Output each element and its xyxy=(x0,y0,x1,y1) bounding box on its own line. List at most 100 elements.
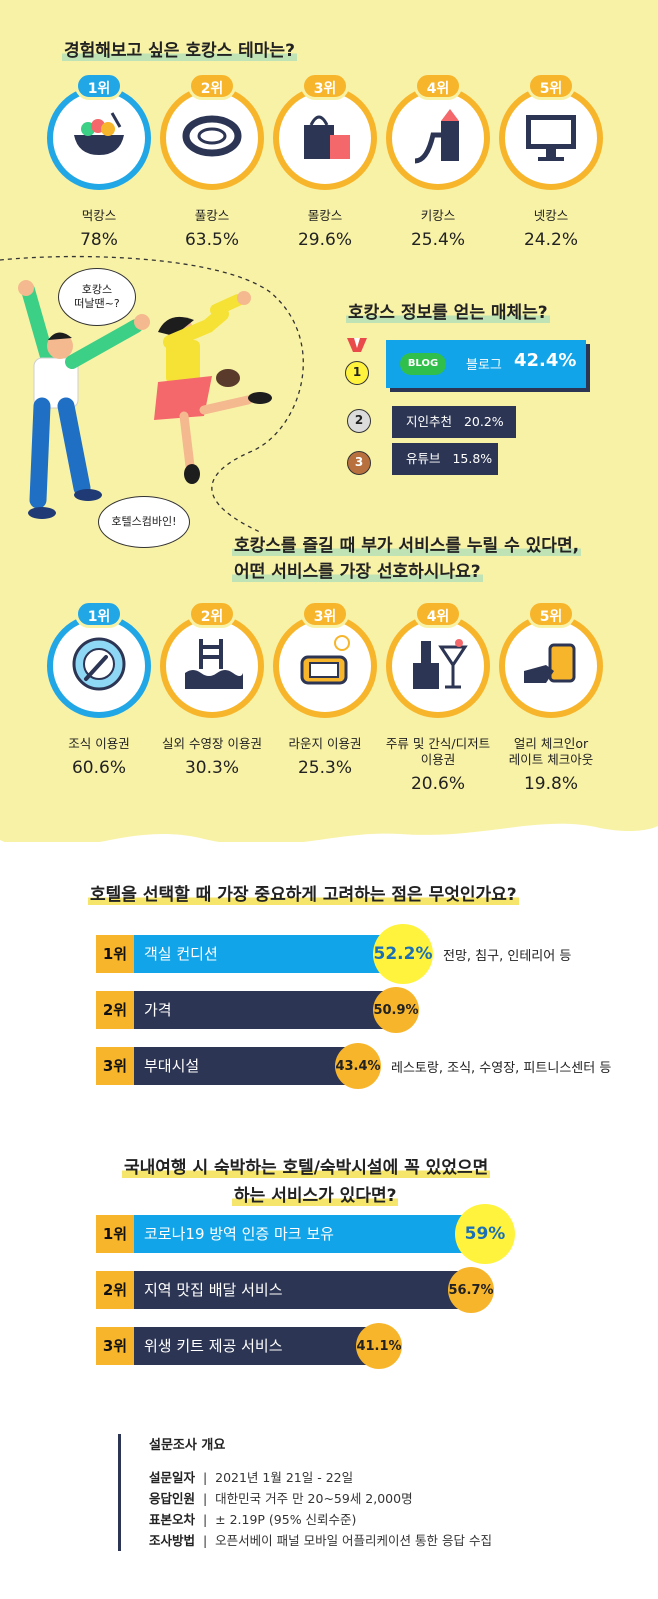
bar-value-circle: 52.2% xyxy=(373,924,433,984)
bar-label: 코로나19 방역 인증 마크 보유 xyxy=(144,1225,334,1243)
section4-title-line2: 하는 서비스가 있다면? xyxy=(232,1181,399,1206)
rank-badge: 4위 xyxy=(414,72,462,100)
dashed-curve xyxy=(0,255,304,533)
media-rank1-pct: 42.4% xyxy=(514,350,577,371)
rank-badge: 1위 xyxy=(75,72,123,100)
bar-value-circle: 50.9% xyxy=(373,987,419,1033)
shopping-bag-icon xyxy=(294,105,356,171)
rank-badge: 2위 xyxy=(188,600,236,628)
section2-title-line2-text: 어떤 서비스를 가장 선호하시나요? xyxy=(232,562,483,582)
section1-title-text: 경험해보고 싶은 호캉스 테마는? xyxy=(62,41,297,61)
gold-medal-icon: 1 xyxy=(345,361,369,385)
media-title: 호캉스 정보를 얻는 매체는? xyxy=(346,298,550,323)
bar-fill: 위생 키트 제공 서비스 xyxy=(134,1327,379,1365)
item-label: 주류 및 간식/디저트 이용권 xyxy=(385,736,491,767)
bar-value: 50.9% xyxy=(373,1002,419,1018)
bar-label: 객실 컨디션 xyxy=(144,945,218,963)
swim-ring-icon xyxy=(181,105,243,171)
speech-bubble-top-text: 호캉스 떠날땐~? xyxy=(74,283,120,310)
section4-title-line2-text: 하는 서비스가 있다면? xyxy=(232,1186,399,1206)
bar-rank: 2위 xyxy=(96,991,134,1029)
survey-row: 표본오차 | ± 2.19P (95% 신뢰수준) xyxy=(149,1512,357,1527)
bar-fill: 코로나19 방역 인증 마크 보유 xyxy=(134,1215,485,1253)
plate-fork-icon xyxy=(68,633,130,699)
bar-label: 부대시설 xyxy=(144,1057,200,1075)
section4-title-line1: 국내여행 시 숙박하는 호텔/숙박시설에 꼭 있었으면 xyxy=(122,1153,491,1178)
blog-badge: BLOG xyxy=(400,353,446,375)
bar-value-circle: 56.7% xyxy=(448,1267,494,1313)
bar-fill: 객실 컨디션 xyxy=(134,935,403,973)
bar-value-circle: 41.1% xyxy=(356,1323,402,1369)
rank-badge: 4위 xyxy=(414,600,462,628)
food-bowl-icon xyxy=(68,105,130,171)
bar-rank: 2위 xyxy=(96,1271,134,1309)
speech-bubble-bottom: 호텔스컴바인! xyxy=(98,496,190,548)
item-label: 먹캉스 xyxy=(81,208,117,223)
survey-key: 표본오차 xyxy=(149,1512,196,1527)
section2-item: 4위 주류 및 간식/디저트 이용권 20.6% xyxy=(383,600,493,794)
item-percent: 30.3% xyxy=(184,758,239,778)
bar-value: 43.4% xyxy=(335,1058,381,1074)
media-rank3-bar: 유튜브 15.8% xyxy=(392,443,498,475)
survey-key: 응답인원 xyxy=(149,1491,196,1506)
bar-note: 전망, 침구, 인테리어 등 xyxy=(443,949,572,964)
item-percent: 19.8% xyxy=(523,774,578,794)
item-label: 실외 수영장 이용권 xyxy=(162,736,262,751)
bronze-medal-icon: 3 xyxy=(347,451,371,475)
silver-medal-icon: 2 xyxy=(347,409,371,433)
icon-circle xyxy=(273,86,377,190)
bar-rank: 3위 xyxy=(96,1327,134,1365)
item-label: 넷캉스 xyxy=(533,208,569,223)
champagne-cocktail-icon xyxy=(407,633,469,699)
rank-badge: 5위 xyxy=(527,72,575,100)
media-rank2-label: 지인추천 xyxy=(406,414,453,429)
item-label: 조식 이용권 xyxy=(68,736,130,751)
pool-ladder-icon xyxy=(181,633,243,699)
item-label: 얼리 체크인or 레이트 체크아웃 xyxy=(508,736,594,767)
survey-title: 설문조사 개요 xyxy=(149,1438,226,1453)
people-illustration xyxy=(18,280,272,519)
luggage-hand-icon xyxy=(520,633,582,699)
bar-label: 지역 맛집 배달 서비스 xyxy=(144,1281,283,1299)
section2-title-line1-text: 호캉스를 즐길 때 부가 서비스를 누릴 수 있다면, xyxy=(232,536,582,556)
bar-label: 가격 xyxy=(144,1001,172,1019)
survey-value: 오픈서베이 패널 모바일 어플리케이션 통한 응답 수집 xyxy=(215,1533,492,1548)
speech-bubble-top: 호캉스 떠날땐~? xyxy=(58,268,136,326)
item-percent: 63.5% xyxy=(184,230,239,250)
rank-badge: 3위 xyxy=(301,72,349,100)
section2-item: 1위 조식 이용권 60.6% xyxy=(44,600,154,790)
bar-rank: 1위 xyxy=(96,1215,134,1253)
bar-rank: 3위 xyxy=(96,1047,134,1085)
bar-value: 52.2% xyxy=(373,944,433,964)
media-rank2-pct: 20.2% xyxy=(463,414,504,429)
section1-item: 2위 풀캉스 63.5% xyxy=(157,72,267,262)
bar-value: 59% xyxy=(464,1224,506,1244)
item-percent: 24.2% xyxy=(523,230,578,250)
survey-value: 대한민국 거주 만 20~59세 2,000명 xyxy=(215,1491,413,1506)
medal-ribbon-icon xyxy=(347,338,367,352)
section1-title: 경험해보고 싶은 호캉스 테마는? xyxy=(62,36,297,61)
section2-item: 3위 라운지 이용권 25.3% xyxy=(270,600,380,790)
item-percent: 78% xyxy=(80,230,118,250)
media-rank3-label: 유튜브 xyxy=(406,451,441,466)
item-percent: 29.6% xyxy=(297,230,352,250)
survey-value: ± 2.19P (95% 신뢰수준) xyxy=(215,1512,357,1527)
section1-item: 4위 키캉스 25.4% xyxy=(383,72,493,262)
rank-badge: 1위 xyxy=(75,600,123,628)
rank-badge: 3위 xyxy=(301,600,349,628)
bar-fill: 부대시설 xyxy=(134,1047,358,1085)
survey-row: 응답인원 | 대한민국 거주 만 20~59세 2,000명 xyxy=(149,1491,413,1506)
media-title-text: 호캉스 정보를 얻는 매체는? xyxy=(346,303,550,323)
item-label: 몰캉스 xyxy=(307,208,343,223)
section4-title-line1-text: 국내여행 시 숙박하는 호텔/숙박시설에 꼭 있었으면 xyxy=(122,1158,491,1178)
section3-title-text: 호텔을 선택할 때 가장 중요하게 고려하는 점은 무엇인가요? xyxy=(88,885,519,905)
bar-note: 레스토랑, 조식, 수영장, 피트니스센터 등 xyxy=(391,1061,612,1076)
bar-value: 56.7% xyxy=(448,1282,494,1298)
survey-summary: 설문조사 개요 설문일자 | 2021년 1월 21일 - 22일 응답인원 |… xyxy=(118,1434,492,1551)
playground-slide-icon xyxy=(407,105,469,171)
survey-row: 설문일자 | 2021년 1월 21일 - 22일 xyxy=(149,1470,354,1485)
